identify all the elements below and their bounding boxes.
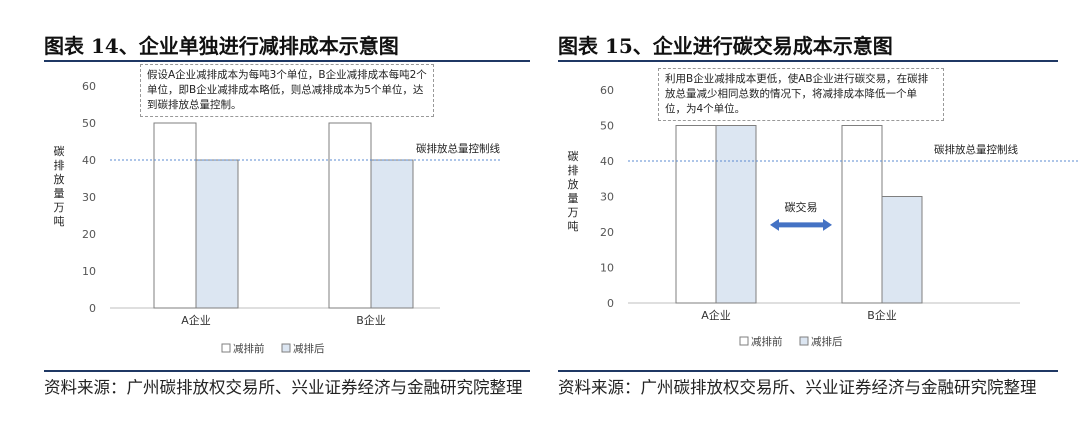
figure-14: 图表 14、企业单独进行减排成本示意图 0 10 20 30 40 50 60 A企业 B企业 碳… xyxy=(44,34,530,397)
title-rule xyxy=(558,60,1058,62)
legend-swatch xyxy=(221,343,231,353)
control-line-label: 碳排放总量控制线 xyxy=(416,142,500,155)
legend-label: 减排后 xyxy=(293,342,325,355)
y-tick-label: 0 xyxy=(89,302,96,315)
y-tick-label: 10 xyxy=(600,262,614,275)
legend-swatch xyxy=(281,343,291,353)
y-axis-label: 碳排放量万吨 xyxy=(567,150,579,233)
assumption-note: 假设A企业减排成本为每吨3个单位，B企业减排成本每吨2个单位，即B企业减排成本略… xyxy=(140,64,434,117)
bar-after xyxy=(195,159,239,309)
bar-before xyxy=(328,122,372,309)
source-rule xyxy=(558,370,1058,372)
legend-swatch xyxy=(739,336,749,346)
title-rule xyxy=(44,60,530,62)
bar-after xyxy=(370,159,414,309)
y-axis-label: 碳排放量万吨 xyxy=(53,145,65,228)
category-label: A企业 xyxy=(181,313,211,327)
y-tick-label: 40 xyxy=(600,155,614,168)
y-tick-label: 30 xyxy=(600,191,614,204)
y-tick-label: 50 xyxy=(600,120,614,133)
trade-note: 利用B企业减排成本更低，使AB企业进行碳交易，在碳排放总量减少相同总数的情况下，… xyxy=(658,68,944,121)
figure-title: 图表 14、企业单独进行减排成本示意图 xyxy=(44,34,399,58)
y-tick-label: 60 xyxy=(600,84,614,97)
source-rule xyxy=(44,370,530,372)
bar-before xyxy=(675,125,717,304)
legend-label: 减排前 xyxy=(233,342,265,355)
legend-label: 减排后 xyxy=(811,335,843,348)
category-label: B企业 xyxy=(867,308,897,322)
bar-after xyxy=(715,125,757,304)
bar-before xyxy=(841,125,883,304)
bar-before xyxy=(153,122,197,309)
y-tick-label: 30 xyxy=(82,191,96,204)
y-tick-label: 20 xyxy=(82,228,96,241)
source-text: 资料来源：广州碳排放权交易所、兴业证券经济与金融研究院整理 xyxy=(44,378,523,397)
control-line-label: 碳排放总量控制线 xyxy=(934,143,1018,156)
category-label: A企业 xyxy=(701,308,731,322)
legend-label: 减排前 xyxy=(751,335,783,348)
y-tick-label: 50 xyxy=(82,117,96,130)
y-tick-label: 40 xyxy=(82,154,96,167)
figure-15: 图表 15、企业进行碳交易成本示意图 0 10 20 30 40 50 60 A企业 B企业 碳排… xyxy=(540,0,1080,441)
bar-after xyxy=(881,196,923,304)
trade-label: 碳交易 xyxy=(785,200,818,214)
category-label: B企业 xyxy=(356,313,386,327)
double-arrow-icon xyxy=(770,218,832,231)
figure-title: 图表 15、企业进行碳交易成本示意图 xyxy=(558,34,893,58)
y-tick-label: 0 xyxy=(607,297,614,310)
y-tick-label: 20 xyxy=(600,226,614,239)
source-text: 资料来源：广州碳排放权交易所、兴业证券经济与金融研究院整理 xyxy=(558,378,1037,397)
y-tick-label: 60 xyxy=(82,80,96,93)
y-tick-label: 10 xyxy=(82,265,96,278)
legend-swatch xyxy=(799,336,809,346)
